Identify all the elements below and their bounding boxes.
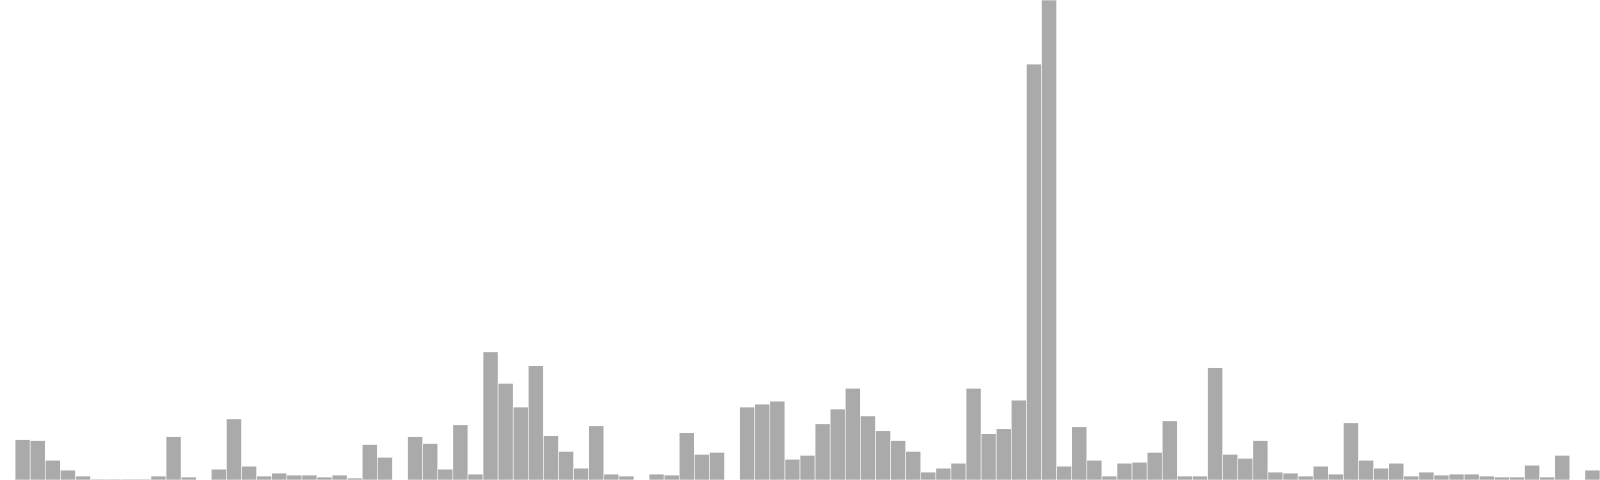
bar-68 xyxy=(1026,63,1042,480)
bar-3 xyxy=(44,459,61,480)
bar-45 xyxy=(678,432,695,480)
bar-10 xyxy=(150,475,167,480)
bar-15 xyxy=(226,418,242,480)
bar-33 xyxy=(497,383,514,480)
bar-73 xyxy=(1101,475,1118,480)
bar-27 xyxy=(407,436,423,480)
bar-94 xyxy=(1418,471,1435,480)
bar-1 xyxy=(14,439,31,480)
bar-52 xyxy=(784,458,801,480)
bar-46 xyxy=(694,454,710,480)
bar-14 xyxy=(211,468,227,480)
bar-96 xyxy=(1448,473,1465,480)
bar-25 xyxy=(377,457,393,480)
bar-93 xyxy=(1403,475,1420,480)
bar-89 xyxy=(1343,422,1359,480)
bar-36 xyxy=(543,435,559,480)
bar-50 xyxy=(754,403,771,480)
bar-82 xyxy=(1237,458,1254,480)
bar-92 xyxy=(1388,462,1405,480)
bar-37 xyxy=(558,451,574,480)
bar-58 xyxy=(875,430,891,480)
bar-62 xyxy=(935,467,952,480)
bar-44 xyxy=(663,474,680,480)
bar-67 xyxy=(1011,399,1027,480)
bar-75 xyxy=(1131,461,1148,480)
bar-54 xyxy=(814,423,831,480)
bar-24 xyxy=(361,444,378,480)
bar-28 xyxy=(422,443,439,480)
bar-34 xyxy=(512,406,529,480)
bar-79 xyxy=(1192,475,1208,480)
bar-95 xyxy=(1433,474,1450,480)
bar-70 xyxy=(1056,465,1072,480)
bar-77 xyxy=(1161,420,1178,480)
bar-63 xyxy=(950,462,967,480)
bar-57 xyxy=(860,415,876,480)
bar-40 xyxy=(603,473,620,480)
bar-71 xyxy=(1071,426,1088,480)
bar-55 xyxy=(829,408,846,480)
bar-4 xyxy=(60,469,76,480)
bar-35 xyxy=(527,365,544,480)
bar-56 xyxy=(844,388,861,480)
bar-51 xyxy=(769,400,786,480)
bar-91 xyxy=(1373,467,1389,480)
bar-88 xyxy=(1328,473,1344,480)
bar-38 xyxy=(573,467,589,480)
bar-103 xyxy=(1554,455,1571,480)
bar-49 xyxy=(739,406,756,480)
bar-41 xyxy=(618,475,635,480)
bar-20 xyxy=(301,474,318,480)
bar-69 xyxy=(1041,0,1057,480)
bar-59 xyxy=(890,440,906,480)
bar-29 xyxy=(437,468,454,480)
bar-74 xyxy=(1116,462,1133,480)
bar-47 xyxy=(709,452,725,480)
bar-19 xyxy=(286,474,303,480)
bar-84 xyxy=(1267,471,1284,480)
bar-78 xyxy=(1177,475,1193,480)
bar-87 xyxy=(1312,465,1329,480)
bar-5 xyxy=(75,475,91,480)
bar-90 xyxy=(1358,459,1374,480)
bar-86 xyxy=(1297,475,1314,480)
bar-16 xyxy=(241,465,257,480)
bar-31 xyxy=(467,473,484,480)
bar-101 xyxy=(1524,464,1540,480)
bar-81 xyxy=(1222,454,1239,480)
bar-72 xyxy=(1086,459,1103,480)
bar-2 xyxy=(29,440,46,480)
bar-43 xyxy=(648,473,665,480)
bar-12 xyxy=(180,476,197,480)
bar-11 xyxy=(165,436,182,480)
bar-76 xyxy=(1146,452,1163,480)
bar-18 xyxy=(271,472,288,480)
bar-17 xyxy=(256,475,272,480)
bar-97 xyxy=(1463,473,1480,480)
bar-60 xyxy=(905,451,922,480)
bar-30 xyxy=(452,424,469,480)
bar-80 xyxy=(1207,367,1223,480)
bar-61 xyxy=(920,471,937,480)
bar-105 xyxy=(1584,469,1600,480)
bar-39 xyxy=(588,425,605,480)
bar-64 xyxy=(965,388,982,480)
bar-32 xyxy=(482,351,499,480)
bar-98 xyxy=(1478,475,1495,480)
bar-83 xyxy=(1252,440,1269,480)
bar-85 xyxy=(1282,472,1299,480)
bar-65 xyxy=(980,433,997,480)
bar-22 xyxy=(331,474,348,480)
bar-53 xyxy=(799,455,816,480)
bar-66 xyxy=(995,428,1012,480)
